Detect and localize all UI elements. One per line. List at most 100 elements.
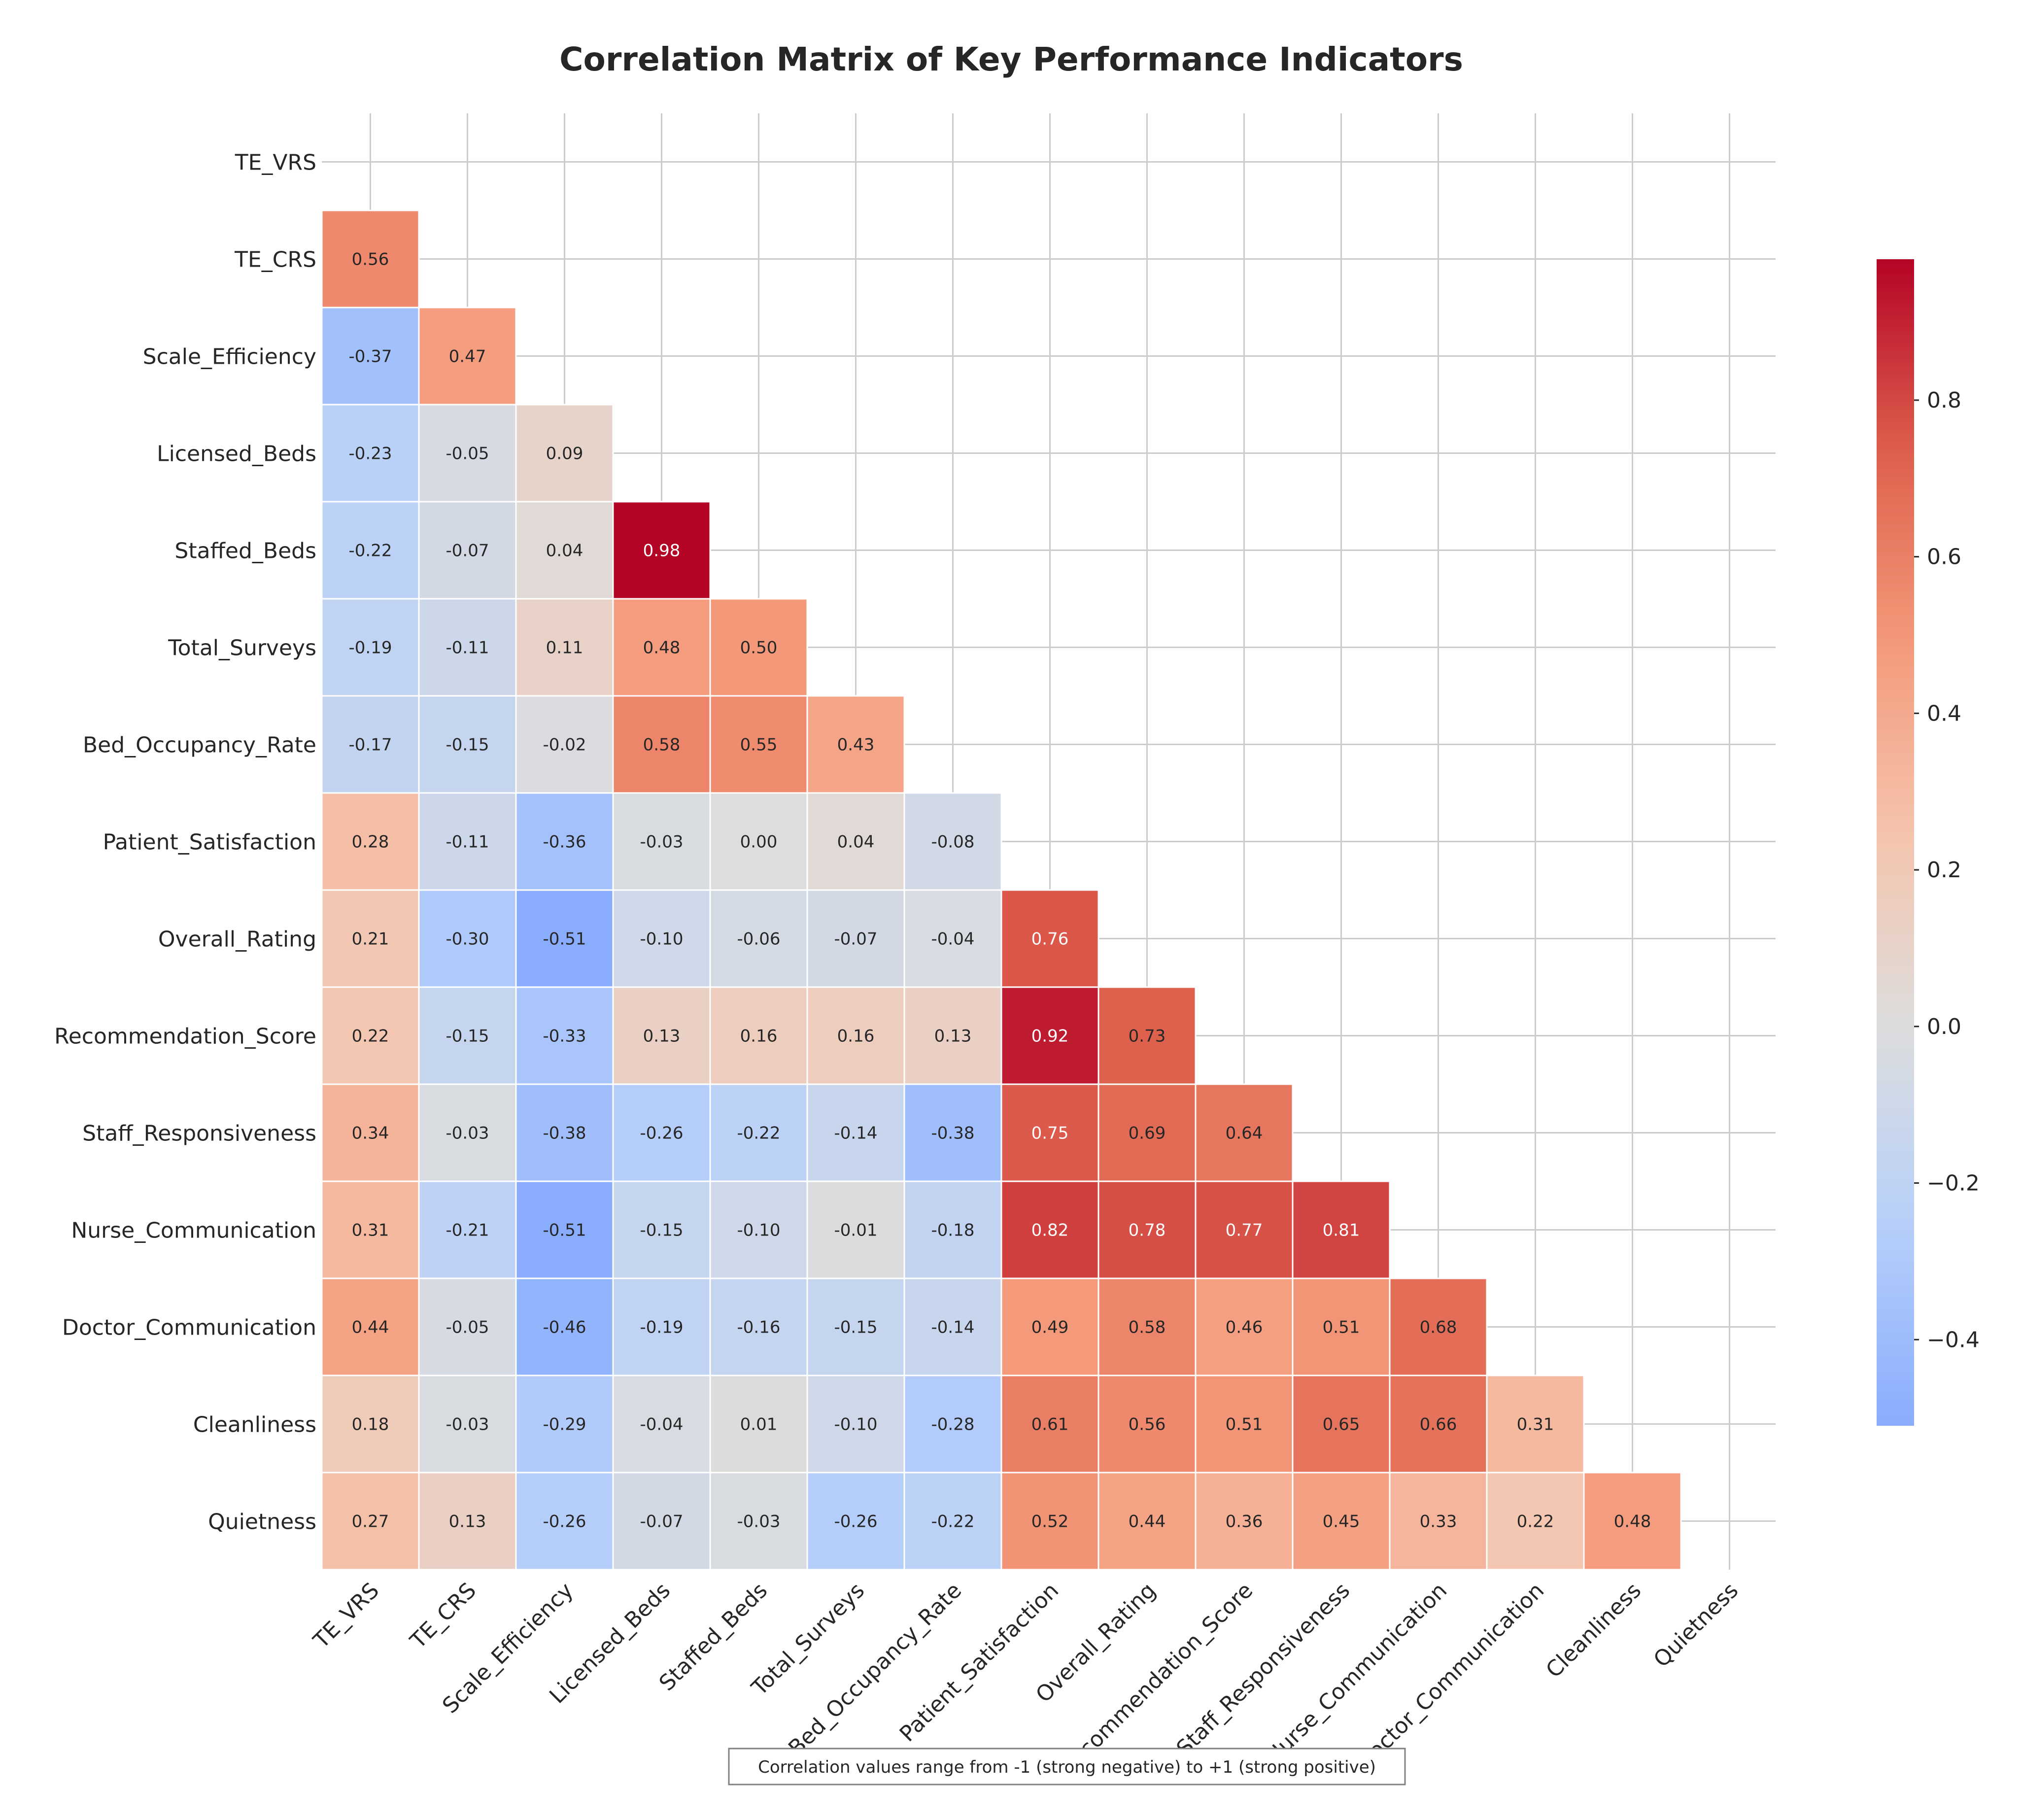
heatmap-cell [321,404,420,503]
cell-value-label: -0.11 [446,832,489,852]
heatmap-cell [321,695,420,794]
cell-value-label: -0.38 [543,1124,586,1143]
cell-value-label: 0.04 [837,832,875,852]
cell-value-label: -0.17 [349,735,392,755]
annotation-text: Correlation values range from -1 (strong… [758,1757,1376,1777]
heatmap-cell [321,1374,420,1474]
heatmap-cell [418,1083,517,1182]
cell-value-label: 0.44 [1129,1512,1166,1532]
cell-value-label: 0.01 [740,1415,778,1435]
heatmap-cell [1000,1180,1099,1279]
cell-value-label: -0.16 [737,1318,781,1338]
cell-value-label: 0.44 [352,1318,389,1338]
cell-value-label: -0.51 [543,929,586,949]
heatmap-cell [903,792,1002,891]
heatmap-cell [709,889,808,988]
cell-value-label: -0.15 [446,735,489,755]
y-tick-label: Total_Surveys [168,636,316,661]
heatmap-cell [515,1083,614,1182]
cell-value-label: -0.22 [931,1512,975,1532]
cell-value-label: 0.13 [934,1027,972,1046]
heatmap-cell [418,307,517,406]
heatmap-cell [1097,1083,1197,1182]
cell-value-label: 0.51 [1323,1318,1360,1338]
heatmap-cell [321,889,420,988]
heatmap-cell [515,1180,614,1279]
cell-value-label: -0.10 [737,1221,781,1240]
cell-value-label: -0.05 [446,444,489,464]
heatmap-cell [903,889,1002,988]
cell-value-label: 0.31 [352,1221,389,1240]
cell-value-label: -0.14 [931,1318,975,1338]
cell-value-label: -0.51 [543,1221,586,1240]
y-tick-label: Bed_Occupancy_Rate [83,733,316,758]
heatmap-cell [1486,1472,1585,1571]
heatmap-cell [806,889,905,988]
cell-value-label: -0.04 [640,1415,684,1435]
heatmap-cell [321,1180,420,1279]
cell-value-label: -0.26 [543,1512,586,1532]
y-tick-label: Quietness [208,1510,316,1535]
cell-value-label: -0.21 [446,1221,489,1240]
cell-value-label: 0.34 [352,1124,389,1143]
cell-value-label: 0.11 [546,638,583,658]
y-tick-label: Scale_Efficiency [143,344,316,370]
cell-value-label: -0.15 [446,1027,489,1046]
cell-value-label: 0.50 [740,638,778,658]
heatmap-cell [1389,1472,1488,1571]
cell-value-label: -0.03 [446,1124,489,1143]
cell-value-label: 0.33 [1420,1512,1457,1532]
heatmap-cell [612,501,711,600]
cell-value-label: 0.45 [1323,1512,1360,1532]
cell-value-label: -0.14 [834,1124,878,1143]
heatmap-cell [418,986,517,1085]
heatmap-cell [1583,1472,1682,1571]
colorbar-tick-label: 0.0 [1927,1014,1961,1039]
cell-value-label: 0.81 [1323,1221,1360,1240]
cell-value-label: 0.92 [1031,1027,1069,1046]
heatmap-cell [1486,1374,1585,1474]
cell-value-label: 0.65 [1323,1415,1360,1435]
cell-value-label: -0.03 [737,1512,781,1532]
cell-value-label: 0.48 [643,638,681,658]
heatmap-cell [903,1083,1002,1182]
heatmap-cell [1292,1374,1391,1474]
cell-value-label: 0.76 [1031,929,1069,949]
cell-value-label: -0.03 [640,832,684,852]
cell-value-label: -0.19 [640,1318,684,1338]
cell-value-label: 0.13 [449,1512,486,1532]
cell-value-label: 0.09 [546,444,583,464]
heatmap-cell [418,792,517,891]
cell-value-label: -0.22 [737,1124,781,1143]
heatmap-cell [612,695,711,794]
x-tick-label: Doctor_Communication [1351,1578,1549,1776]
cell-value-label: 0.18 [352,1415,389,1435]
cell-value-label: 0.04 [546,541,583,561]
heatmap-cell [612,792,711,891]
x-tick-label: Bed_Occupancy_Rate [784,1578,966,1761]
chart-title: Correlation Matrix of Key Performance In… [559,40,1463,78]
cell-value-label: -0.19 [349,638,392,658]
cell-value-label: 0.22 [1517,1512,1554,1532]
cell-value-label: 0.61 [1031,1415,1069,1435]
cell-value-label: -0.07 [640,1512,684,1532]
y-tick-label: Nurse_Communication [71,1218,316,1243]
y-tick-label: Cleanliness [193,1412,316,1438]
cell-value-label: -0.23 [349,444,392,464]
x-tick-label: Nurse_Communication [1261,1578,1452,1769]
heatmap-cell [1292,1180,1391,1279]
heatmap-cell [321,209,420,309]
colorbar-tick-label: −0.2 [1927,1171,1980,1196]
heatmap-cell [1000,1083,1099,1182]
heatmap-cell [418,501,517,600]
cell-value-label: 0.13 [643,1027,681,1046]
colorbar-tick-label: 0.6 [1927,545,1961,570]
cell-value-label: 0.16 [740,1027,778,1046]
heatmap-cell [709,986,808,1085]
cell-value-label: -0.01 [834,1221,878,1240]
cell-value-label: 0.68 [1420,1318,1457,1338]
cell-value-label: -0.05 [446,1318,489,1338]
heatmap-cell [418,598,517,697]
